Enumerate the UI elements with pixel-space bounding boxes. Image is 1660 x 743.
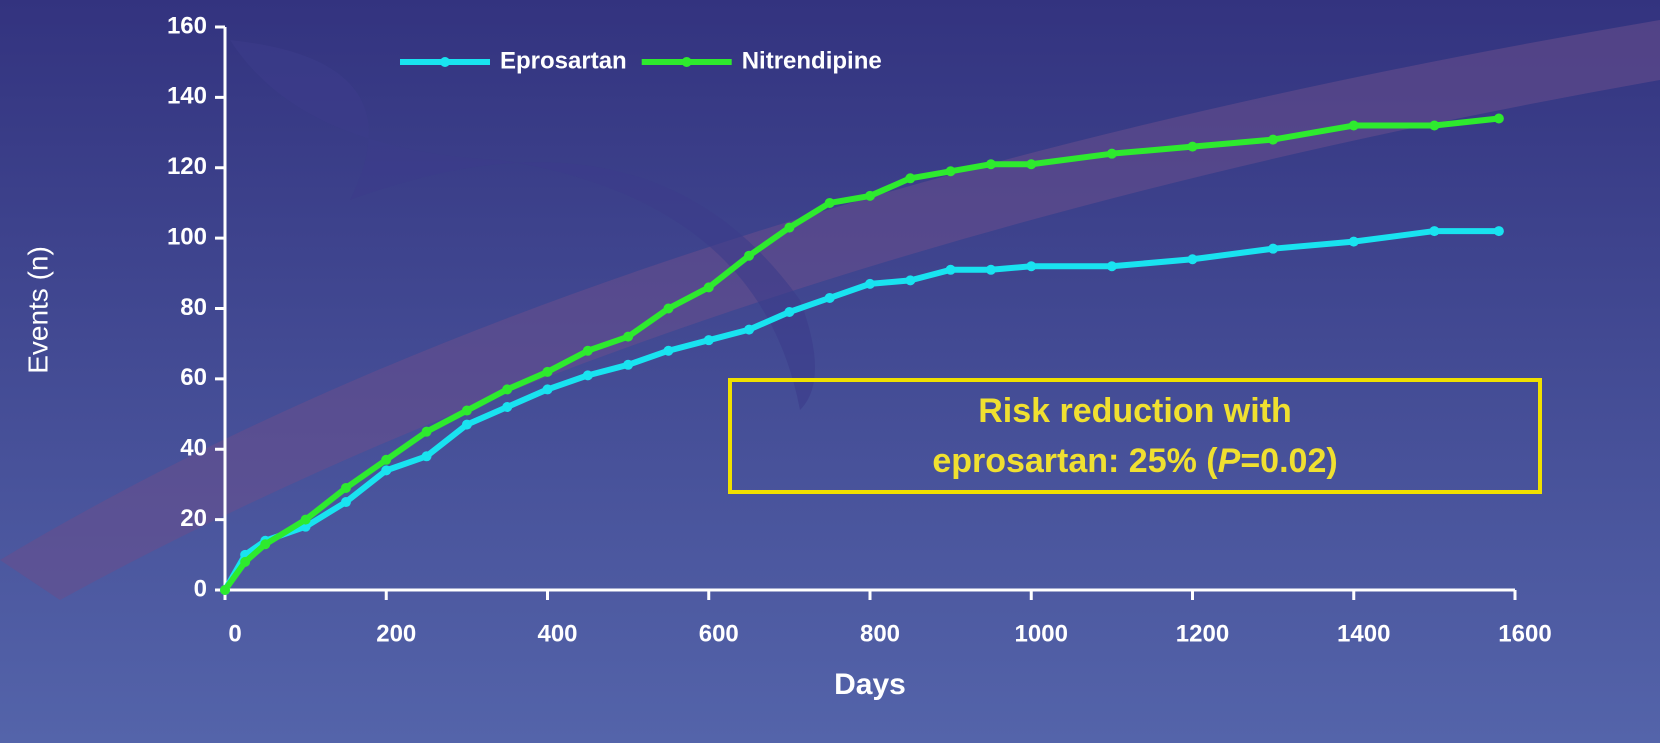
series-point bbox=[1493, 226, 1504, 237]
x-tick-label: 600 bbox=[699, 620, 739, 647]
series-line bbox=[222, 115, 1500, 592]
x-tick-label: 1200 bbox=[1176, 620, 1229, 647]
series-point bbox=[381, 465, 392, 476]
annotation-box bbox=[728, 378, 1542, 494]
series-point bbox=[461, 419, 472, 430]
series-point bbox=[784, 307, 795, 318]
series-point bbox=[1429, 120, 1440, 131]
y-axis-label: Events (n) bbox=[22, 246, 53, 374]
series-point bbox=[663, 345, 674, 356]
series-point bbox=[1106, 261, 1117, 272]
series-point bbox=[623, 331, 634, 342]
annotation-text: eprosartan: 25% ( bbox=[932, 442, 1218, 480]
series-point bbox=[582, 370, 593, 381]
series-point bbox=[1268, 243, 1279, 254]
series-point bbox=[703, 335, 714, 346]
series-line bbox=[222, 228, 1499, 592]
x-tick-label: 1400 bbox=[1337, 620, 1390, 647]
series-point bbox=[1026, 159, 1037, 170]
series-point bbox=[220, 585, 230, 595]
legend-label: Nitrendipine bbox=[742, 47, 882, 74]
series-point bbox=[824, 197, 835, 208]
series-point bbox=[502, 402, 513, 413]
series-point bbox=[784, 222, 795, 233]
legend-marker bbox=[681, 57, 692, 67]
x-tick-label: 1600 bbox=[1498, 620, 1551, 647]
series-point bbox=[1493, 113, 1504, 124]
series-point bbox=[744, 324, 755, 335]
series-point bbox=[663, 303, 674, 314]
legend-label: Eprosartan bbox=[500, 47, 627, 74]
series-point bbox=[1187, 141, 1198, 152]
series-point bbox=[865, 190, 875, 201]
annotation-text: =0.02) bbox=[1240, 442, 1337, 480]
series-point bbox=[542, 366, 553, 377]
x-axis-label: Days bbox=[834, 668, 906, 701]
series-point bbox=[945, 166, 956, 177]
series-point bbox=[1268, 134, 1279, 145]
x-tick-label: 400 bbox=[537, 620, 577, 647]
x-tick-label: 800 bbox=[860, 620, 900, 647]
series-point bbox=[502, 384, 513, 395]
series-point bbox=[1348, 120, 1359, 131]
x-tick-label: 200 bbox=[376, 620, 416, 647]
series-point bbox=[744, 250, 755, 261]
series-point bbox=[542, 384, 553, 395]
series-point bbox=[340, 482, 351, 493]
series-point bbox=[905, 173, 916, 184]
series-point bbox=[703, 282, 714, 293]
series-point bbox=[240, 556, 251, 567]
series-point bbox=[905, 275, 916, 286]
series-point bbox=[381, 454, 392, 465]
x-tick-label: 0 bbox=[228, 620, 241, 647]
y-tick-label: 140 bbox=[167, 83, 207, 110]
series-point bbox=[1026, 261, 1037, 272]
series-point bbox=[985, 264, 996, 275]
y-tick-label: 60 bbox=[180, 364, 207, 391]
y-tick-label: 80 bbox=[180, 294, 207, 321]
series-point bbox=[623, 359, 634, 370]
series-point bbox=[865, 278, 875, 289]
series-point bbox=[461, 405, 472, 416]
x-tick-label: 1000 bbox=[1015, 620, 1068, 647]
decor-swirl bbox=[230, 40, 815, 410]
series-point bbox=[1106, 148, 1117, 159]
series-point bbox=[421, 426, 432, 437]
annotation-line: eprosartan: 25% (P=0.02) bbox=[932, 442, 1337, 480]
annotation-text: P bbox=[1218, 442, 1241, 480]
series-point bbox=[582, 345, 593, 356]
series-point bbox=[1348, 236, 1359, 247]
decor-arc bbox=[0, 20, 1660, 600]
y-tick-label: 100 bbox=[167, 223, 207, 250]
series-point bbox=[260, 539, 271, 550]
y-tick-label: 0 bbox=[194, 575, 207, 602]
y-tick-label: 160 bbox=[167, 12, 207, 39]
y-tick-label: 120 bbox=[167, 153, 207, 180]
annotation-line: Risk reduction with bbox=[978, 392, 1292, 430]
series-point bbox=[945, 264, 956, 275]
y-tick-label: 20 bbox=[180, 505, 207, 532]
series-point bbox=[824, 292, 835, 303]
legend-marker bbox=[440, 57, 450, 67]
y-tick-label: 40 bbox=[180, 435, 207, 462]
series-point bbox=[300, 514, 311, 525]
series-point bbox=[1187, 254, 1198, 265]
series-point bbox=[1429, 226, 1440, 237]
series-point bbox=[340, 497, 351, 508]
series-point bbox=[421, 451, 432, 462]
series-point bbox=[985, 159, 996, 170]
